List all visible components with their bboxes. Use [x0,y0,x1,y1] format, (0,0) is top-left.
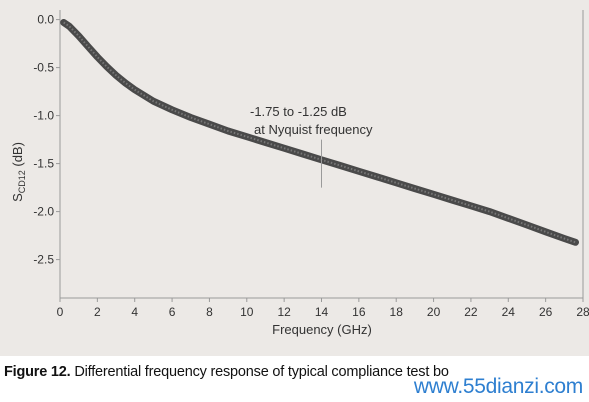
x-tick-label: 18 [390,305,404,319]
x-axis-title: Frequency (GHz) [272,322,372,337]
y-tick-label: -2.5 [33,253,54,267]
y-axis-title-subscript: CD12 [17,170,27,193]
figure-label: Figure 12. [4,364,71,380]
x-tick-label: 16 [352,305,366,319]
y-tick-label: -1.5 [33,157,54,171]
series-line-texture [63,21,576,244]
y-tick-label: -2.0 [33,205,54,219]
y-tick-label: -0.5 [33,61,54,75]
series-group [60,19,579,246]
y-tick-label: 0.0 [37,13,54,27]
x-tick-label: 4 [131,305,138,319]
y-axis-title-main: S [10,193,25,202]
x-tick-label: 8 [206,305,213,319]
x-tick-label: 24 [502,305,516,319]
annotation: -1.75 to -1.25 dB at Nyquist frequency [250,104,373,188]
x-tick-label: 20 [427,305,441,319]
svg-text:SCD12 (dB): SCD12 (dB) [10,142,27,202]
x-tick-label: 12 [277,305,291,319]
chart: 0.0-0.5-1.0-1.5-2.0-2.5 0 2 4 6 8 10 12 14 16 18 2… [10,10,589,337]
annotation-line-1: -1.75 to -1.25 dB [250,104,347,119]
x-tick-label: 10 [240,305,254,319]
x-tick-label: 0 [57,305,64,319]
annotation-line-2: at Nyquist frequency [254,122,373,137]
x-tick-label: 22 [464,305,478,319]
watermark: www.55dianzi.com [413,375,583,398]
x-tick-label: 6 [169,305,176,319]
x-tick-label: 28 [576,305,589,319]
x-axis-ticks: 0 2 4 6 8 10 12 14 16 18 20 22 24 26 28 [57,298,589,319]
x-tick-label: 14 [315,305,329,319]
figure-caption: Figure 12. Differential frequency respon… [4,364,449,380]
y-tick-label: -1.0 [33,109,54,123]
y-axis-ticks: 0.0 -0.5 -1.0 -1.5 -2.0 -2.5 [33,13,60,267]
figure-caption-text: Differential frequency response of typic… [70,364,449,380]
y-axis-title: SCD12 (dB) [10,142,27,202]
x-tick-label: 26 [539,305,553,319]
y-axis-title-unit: (dB) [10,142,25,170]
x-tick-label: 2 [94,305,101,319]
